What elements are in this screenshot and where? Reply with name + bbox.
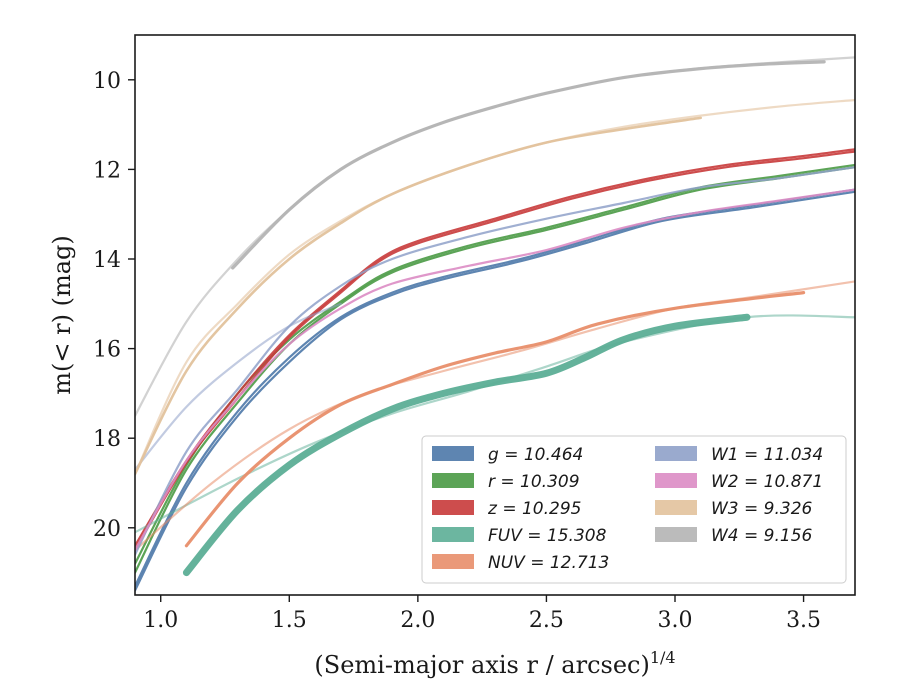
legend-swatch: [655, 473, 697, 488]
legend-swatch: [432, 473, 474, 488]
series-8-line-1: [135, 56, 855, 417]
legend-label: W4 = 9.156: [711, 526, 813, 546]
x-tick-label: 2.5: [529, 608, 564, 633]
y-tick-label: 14: [93, 248, 121, 273]
x-tick-label: 3.5: [786, 608, 821, 633]
y-axis-ticks: 10 12 14 16 18 20: [93, 69, 135, 542]
y-tick-label: 16: [93, 338, 121, 363]
legend-label: W3 = 9.326: [711, 499, 813, 519]
y-tick-label: 12: [93, 158, 121, 183]
series-6-line-0: [135, 188, 855, 552]
x-axis-label-exponent: 1/4: [650, 648, 676, 667]
series-0-line-1: [135, 190, 855, 592]
series-5-line-1: [135, 302, 342, 471]
x-tick-label: 1.5: [272, 608, 307, 633]
series-7: [135, 98, 855, 476]
series-3-line-1: [135, 314, 855, 534]
series-lines: [135, 56, 855, 592]
legend-swatch: [432, 500, 474, 515]
series-3: [135, 313, 855, 577]
series-5: [135, 166, 855, 556]
x-axis-label-text: (Semi-major axis r / arcsec): [314, 651, 649, 679]
y-tick-label: 18: [93, 427, 121, 452]
legend-swatch: [655, 446, 697, 461]
legend-swatch: [655, 500, 697, 515]
x-axis-label: (Semi-major axis r / arcsec)1/4: [314, 648, 675, 679]
series-1-line-0: [135, 166, 855, 574]
legend-swatch: [432, 527, 474, 542]
series-3-line-0: [182, 313, 751, 577]
series-2-line-0: [135, 148, 855, 547]
series-7-line-1: [135, 98, 855, 476]
y-axis-label: m(< r) (mag): [48, 235, 76, 394]
x-tick-label: 3.0: [658, 608, 693, 633]
series-5-line-0: [135, 166, 855, 556]
y-tick-label: 20: [93, 517, 121, 542]
legend-label: NUV = 12.713: [488, 553, 609, 573]
x-tick-label: 1.0: [143, 608, 178, 633]
x-axis-ticks: 1.0 1.5 2.0 2.5 3.0 3.5: [143, 595, 821, 633]
series-4-line-0: [184, 291, 806, 548]
legend-swatch: [655, 527, 697, 542]
legend-swatch: [432, 446, 474, 461]
legend-label: g = 10.464: [488, 445, 583, 465]
legend-label: FUV = 15.308: [488, 526, 607, 546]
legend-label: z = 10.295: [487, 499, 581, 519]
series-4-line-1: [135, 280, 855, 552]
series-8: [135, 56, 855, 417]
y-tick-label: 10: [93, 69, 121, 94]
legend: g = 10.464 r = 10.309 z = 10.295 FUV = 15.3…: [421, 435, 847, 584]
legend-swatch: [432, 554, 474, 569]
legend-label: W2 = 10.871: [711, 472, 823, 492]
legend-frame: [421, 435, 847, 584]
series-6: [135, 188, 855, 552]
legend-label: r = 10.309: [488, 472, 580, 492]
legend-label: W1 = 11.034: [711, 445, 823, 465]
series-4: [135, 280, 855, 552]
x-tick-label: 2.0: [400, 608, 435, 633]
plot-frame: [134, 34, 856, 596]
